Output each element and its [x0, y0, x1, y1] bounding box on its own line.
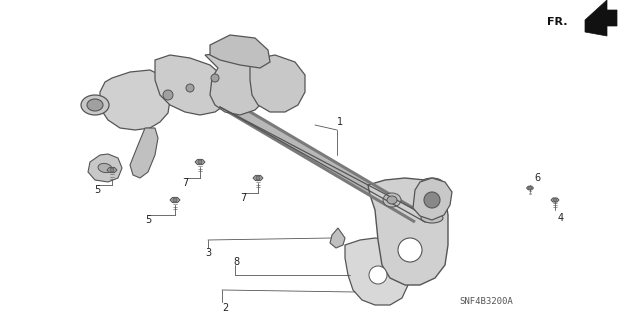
- Circle shape: [398, 238, 422, 262]
- Polygon shape: [413, 178, 452, 220]
- Ellipse shape: [421, 213, 443, 223]
- Polygon shape: [330, 228, 345, 248]
- Ellipse shape: [387, 196, 397, 204]
- Ellipse shape: [421, 178, 443, 188]
- Polygon shape: [253, 175, 263, 181]
- Circle shape: [211, 74, 219, 82]
- Circle shape: [369, 266, 387, 284]
- Text: 5: 5: [94, 185, 100, 195]
- Ellipse shape: [81, 95, 109, 115]
- Circle shape: [163, 90, 173, 100]
- Polygon shape: [100, 70, 170, 130]
- Polygon shape: [107, 167, 117, 173]
- Text: 1: 1: [337, 117, 343, 127]
- Polygon shape: [95, 97, 115, 113]
- Text: 8: 8: [233, 257, 239, 267]
- Polygon shape: [88, 154, 122, 182]
- Polygon shape: [155, 55, 230, 115]
- Ellipse shape: [383, 193, 401, 207]
- Text: SNF4B3200A: SNF4B3200A: [460, 297, 513, 306]
- Text: 5: 5: [145, 215, 151, 225]
- Ellipse shape: [87, 99, 103, 111]
- Polygon shape: [585, 0, 617, 36]
- Text: 7: 7: [182, 178, 188, 188]
- Polygon shape: [220, 100, 425, 222]
- Text: 4: 4: [558, 213, 564, 223]
- Text: FR.: FR.: [547, 17, 567, 27]
- Polygon shape: [368, 178, 448, 285]
- Circle shape: [198, 160, 202, 164]
- Polygon shape: [250, 55, 305, 112]
- Circle shape: [173, 198, 177, 202]
- Circle shape: [424, 192, 440, 208]
- Circle shape: [186, 84, 194, 92]
- Circle shape: [554, 198, 557, 202]
- Text: 3: 3: [205, 248, 211, 258]
- Circle shape: [110, 168, 114, 172]
- Polygon shape: [205, 52, 270, 115]
- Ellipse shape: [98, 163, 112, 173]
- Polygon shape: [551, 198, 559, 202]
- Polygon shape: [210, 35, 270, 68]
- Text: 7: 7: [240, 193, 246, 203]
- Circle shape: [529, 187, 531, 189]
- Text: 2: 2: [222, 303, 228, 313]
- Text: 6: 6: [534, 173, 540, 183]
- Polygon shape: [345, 238, 410, 305]
- Polygon shape: [130, 128, 158, 178]
- Circle shape: [256, 176, 260, 180]
- Polygon shape: [170, 197, 180, 203]
- Polygon shape: [195, 160, 205, 165]
- Polygon shape: [527, 186, 534, 190]
